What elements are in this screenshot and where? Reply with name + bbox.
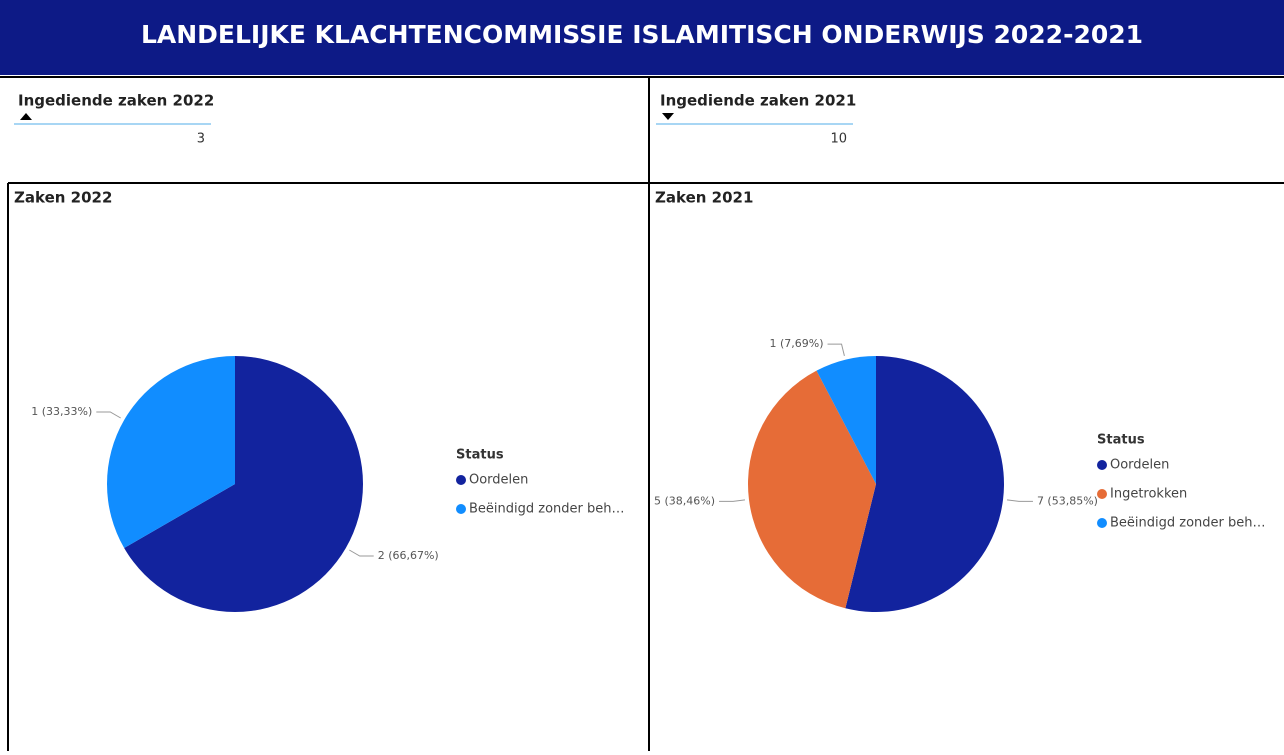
legend-entry: Beëindigd zonder beh…	[1110, 516, 1266, 531]
legend-entry: Oordelen	[469, 473, 528, 488]
pie-slice	[845, 356, 1004, 612]
leader-line	[349, 549, 374, 557]
chart-title: Zaken 2021	[655, 189, 753, 207]
card-title: Ingediende zaken 2022	[18, 92, 214, 110]
legend-title: Status	[1097, 433, 1145, 448]
leader-line	[719, 499, 746, 502]
panel-borders	[0, 76, 1284, 751]
leader-line	[1006, 499, 1033, 502]
pie-slice	[124, 356, 364, 612]
legend-entry: Ingetrokken	[1110, 487, 1187, 502]
data-label: 1 (7,69%)	[770, 337, 824, 350]
chart-title: Zaken 2022	[14, 189, 112, 207]
legend-entry: Oordelen	[1110, 458, 1169, 473]
data-label: 7 (53,85%)	[1037, 494, 1098, 507]
header-title: LANDELIJKE KLACHTENCOMMISSIE ISLAMITISCH…	[141, 20, 1143, 49]
legend-marker	[1097, 489, 1107, 499]
header-bar	[0, 0, 1284, 75]
leader-line	[827, 343, 845, 356]
card-value: 10	[830, 132, 847, 147]
legend-title: Status	[456, 448, 504, 463]
legend-marker	[1097, 518, 1107, 528]
up-arrow	[20, 113, 32, 120]
legend-marker	[456, 475, 466, 485]
pie-slice	[107, 356, 235, 548]
leader-line	[96, 411, 121, 419]
card-title: Ingediende zaken 2021	[660, 92, 856, 110]
data-label: 1 (33,33%)	[31, 405, 92, 418]
pie-slice	[816, 356, 876, 484]
card-value: 3	[197, 132, 205, 147]
pie-slice	[747, 370, 876, 609]
data-label: 2 (66,67%)	[378, 549, 439, 562]
legend-entry: Beëindigd zonder beh…	[469, 502, 625, 517]
legend-marker	[1097, 460, 1107, 470]
down-arrow	[662, 113, 674, 120]
data-label: 5 (38,46%)	[654, 494, 715, 507]
legend-marker	[456, 504, 466, 514]
